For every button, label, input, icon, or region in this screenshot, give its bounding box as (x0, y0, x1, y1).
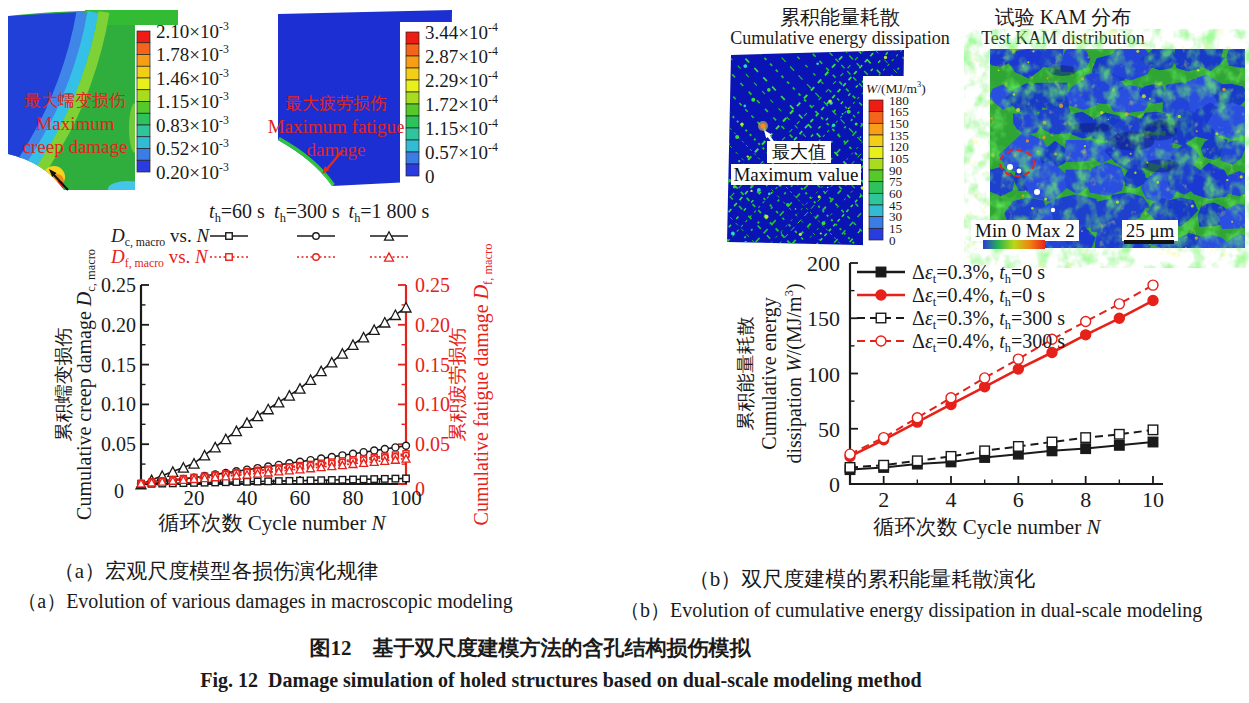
svg-text:Δεt=0.4%, th=300 s: Δεt=0.4%, th=300 s (912, 330, 1065, 355)
creep-max-label-en2: creep damage (10, 135, 140, 158)
svg-text:0.05: 0.05 (101, 433, 136, 455)
svg-text:0.05: 0.05 (415, 433, 450, 455)
svg-text:0: 0 (829, 472, 840, 497)
svg-text:0: 0 (114, 480, 124, 502)
svg-text:0.52×10-3: 0.52×10-3 (156, 137, 229, 159)
svg-text:100: 100 (807, 362, 840, 387)
creep-max-label: 最大蠕变损伤 Maximum creep damage (10, 89, 140, 158)
scale-bar (1124, 240, 1174, 244)
energy-dissipation-chart: 050100150200246810循环次数 Cycle number N累积能… (740, 255, 1249, 551)
svg-text:1.15×10-3: 1.15×10-3 (156, 90, 229, 112)
fatigue-max-label-en1: Maximum fatigue (266, 115, 406, 138)
svg-text:0.15: 0.15 (101, 354, 136, 376)
svg-text:循环次数 Cycle number N: 循环次数 Cycle number N (158, 511, 387, 535)
svg-text:0.20: 0.20 (101, 314, 136, 336)
max-value-label-en: Maximum value (731, 164, 861, 185)
svg-text:1.72×10-4: 1.72×10-4 (425, 93, 498, 115)
svg-text:80: 80 (343, 486, 364, 510)
svg-text:Cumulative creep damage Dc, ma: Cumulative creep damage Dc, macro (73, 249, 98, 520)
svg-text:0.83×10-3: 0.83×10-3 (156, 114, 229, 136)
energy-title-en: Cumulative energy dissipation (715, 28, 965, 49)
figure-12: 最大蠕变损伤 Maximum creep damage 2.10×10-31.7… (0, 0, 1249, 703)
caption-b-zh: （b）双尺度建模的累积能量耗散演化 (620, 565, 1104, 593)
svg-text:150: 150 (807, 306, 840, 331)
svg-text:1.46×10-3: 1.46×10-3 (156, 67, 229, 89)
svg-text:累积疲劳损伤: 累积疲劳损伤 (447, 328, 468, 442)
svg-text:6: 6 (1013, 487, 1024, 512)
svg-text:20: 20 (184, 486, 205, 510)
svg-text:0.10: 0.10 (101, 393, 136, 415)
svg-text:2: 2 (878, 487, 889, 512)
svg-text:2.29×10-4: 2.29×10-4 (425, 69, 498, 91)
fatigue-max-label: 最大疲劳损伤 Maximum fatigue damage (266, 92, 406, 161)
svg-text:循环次数 Cycle number N: 循环次数 Cycle number N (873, 515, 1102, 539)
creep-max-label-en1: Maximum (10, 112, 140, 135)
svg-text:dissipation W/(MJ/m3): dissipation W/(MJ/m3) (782, 283, 806, 463)
kam-map (990, 49, 1245, 248)
svg-text:4: 4 (946, 487, 957, 512)
scale-bar-label: 25 μm (1122, 220, 1178, 241)
svg-text:0.25: 0.25 (101, 274, 136, 296)
svg-text:10: 10 (1142, 487, 1164, 512)
creep-max-label-zh: 最大蠕变损伤 (10, 89, 140, 112)
svg-text:50: 50 (818, 417, 840, 442)
svg-text:8: 8 (1080, 487, 1091, 512)
svg-text:th=60 s: th=60 s (209, 200, 265, 225)
kam-minmax-label: Min 0 Max 2 (971, 220, 1079, 241)
max-value-label-zh: 最大值 (767, 141, 831, 163)
figure-caption-en: Fig. 12 Damage simulation of holed struc… (0, 669, 1122, 692)
svg-text:3.44×10-4: 3.44×10-4 (425, 21, 498, 43)
caption-a-zh: （a）宏观尺度模型各损伤演化规律 (0, 557, 432, 585)
svg-text:累积能量耗散: 累积能量耗散 (735, 317, 756, 431)
caption-a-en: （a）Evolution of various damages in macro… (0, 588, 530, 615)
svg-text:th=1 800 s: th=1 800 s (349, 200, 430, 225)
creep-colorbar: 2.10×10-31.78×10-31.46×10-31.15×10-30.83… (134, 22, 246, 186)
svg-text:累积蠕变损伤: 累积蠕变损伤 (53, 328, 74, 442)
caption-b-en: （b）Evolution of cumulative energy dissip… (620, 597, 1165, 624)
kam-color-scale (983, 240, 1045, 249)
svg-text:Δεt=0.4%, th=0 s: Δεt=0.4%, th=0 s (912, 284, 1045, 309)
kam-title-zh: 试验 KAM 分布 (960, 4, 1166, 31)
svg-text:Cumulative energy: Cumulative energy (758, 297, 781, 449)
figure-caption-zh: 图12 基于双尺度建模方法的含孔结构损伤模拟 (0, 634, 1060, 662)
svg-text:40: 40 (237, 486, 258, 510)
svg-text:0.15: 0.15 (415, 354, 450, 376)
svg-text:Δεt=0.3%, th=300 s: Δεt=0.3%, th=300 s (912, 307, 1065, 332)
svg-text:1.15×10-4: 1.15×10-4 (425, 117, 498, 139)
fatigue-max-label-zh: 最大疲劳损伤 (266, 92, 406, 115)
svg-text:0.57×10-4: 0.57×10-4 (425, 141, 498, 163)
svg-text:2.10×10-3: 2.10×10-3 (156, 20, 229, 42)
svg-text:0: 0 (889, 233, 896, 248)
energy-colorbar: W/(MJ/m3)1801651501351201059075604530150 (863, 76, 937, 248)
svg-text:0.25: 0.25 (415, 274, 450, 296)
energy-title-zh: 累积能量耗散 (745, 4, 935, 31)
svg-text:100: 100 (390, 486, 422, 510)
svg-text:0.20×10-3: 0.20×10-3 (156, 161, 229, 183)
svg-text:0.10: 0.10 (415, 393, 450, 415)
svg-text:60: 60 (290, 486, 311, 510)
svg-text:2.87×10-4: 2.87×10-4 (425, 45, 498, 67)
fatigue-colorbar: 3.44×10-42.87×10-42.29×10-41.72×10-41.15… (402, 20, 498, 190)
svg-text:0.20: 0.20 (415, 314, 450, 336)
svg-text:Δεt=0.3%, th=0 s: Δεt=0.3%, th=0 s (912, 261, 1045, 286)
damage-evolution-chart: 000.050.050.100.100.150.150.200.200.250.… (60, 256, 572, 548)
svg-text:0: 0 (425, 166, 435, 187)
svg-text:200: 200 (807, 251, 840, 276)
fatigue-max-label-en2: damage (266, 138, 406, 161)
kam-title-en: Test KAM distribution (950, 28, 1176, 49)
svg-text:Cumulative fatigue damage Df,: Cumulative fatigue damage Df, macro (470, 244, 495, 526)
svg-text:1.78×10-3: 1.78×10-3 (156, 43, 229, 65)
svg-text:th=300 s: th=300 s (274, 200, 340, 225)
